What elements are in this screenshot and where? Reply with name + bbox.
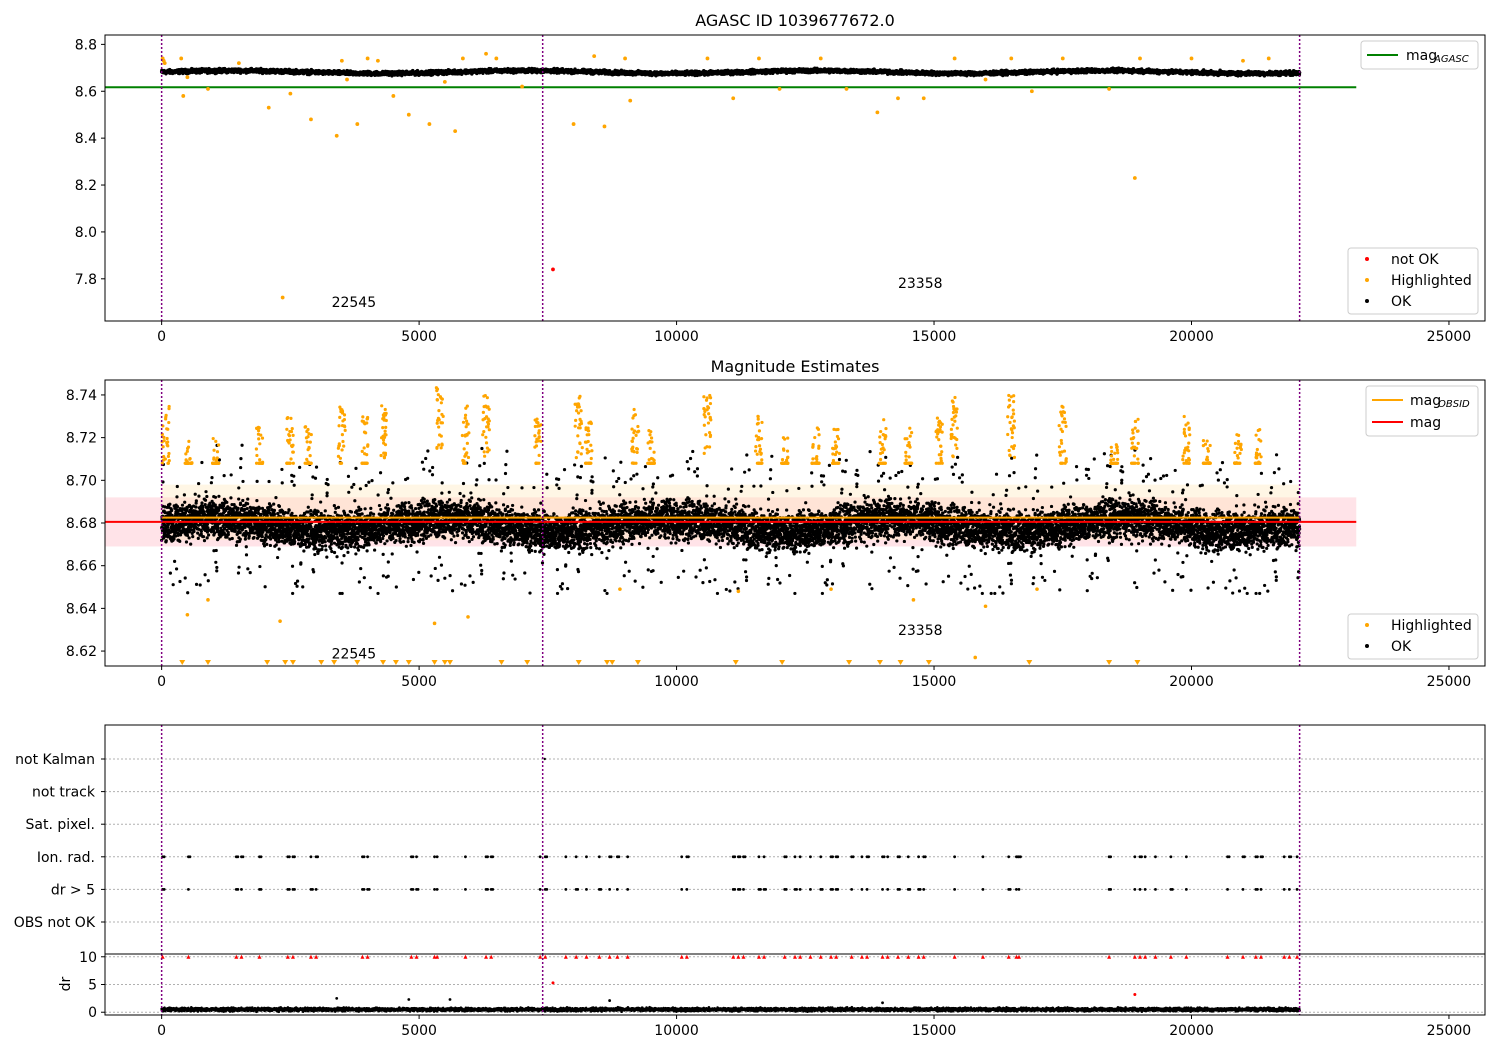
panel1-title: AGASC ID 1039677672.0 bbox=[695, 11, 895, 30]
panel1-plot-area: 0 5000 10000 15000 20000 250007.88.08.28.48.6… bbox=[75, 35, 1471, 345]
agasc-magnitude-panel: AGASC ID 1039677672.0 0 5000 10000 15000 200… bbox=[75, 11, 1486, 345]
